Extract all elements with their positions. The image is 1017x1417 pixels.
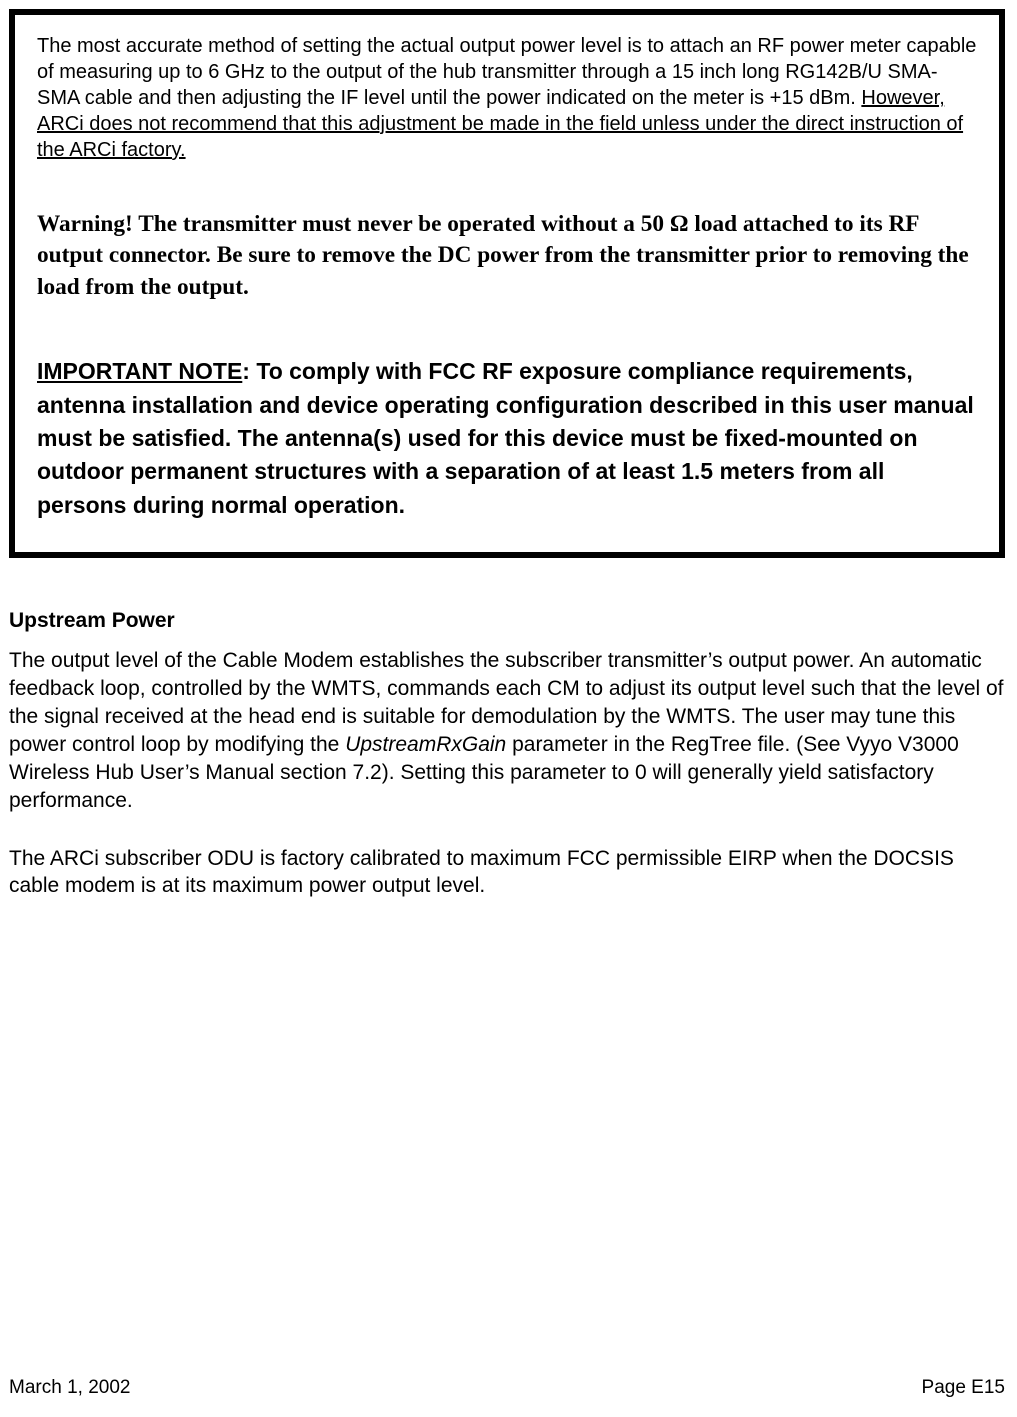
warning-box: The most accurate method of setting the …	[9, 9, 1005, 558]
box-p1-text: The most accurate method of setting the …	[37, 35, 976, 109]
footer-date: March 1, 2002	[9, 1377, 130, 1399]
box-warning-paragraph: Warning! The transmitter must never be o…	[37, 209, 977, 303]
body-paragraph-1: The output level of the Cable Modem esta…	[9, 647, 1005, 815]
page-footer: March 1, 2002 Page E15	[9, 1377, 1005, 1399]
box-important-note: IMPORTANT NOTE: To comply with FCC RF ex…	[37, 355, 977, 522]
body-paragraph-2: The ARCi subscriber ODU is factory calib…	[9, 845, 1005, 901]
page: The most accurate method of setting the …	[0, 0, 1017, 1417]
section-heading-upstream-power: Upstream Power	[9, 609, 1005, 633]
body-column: Upstream Power The output level of the C…	[9, 609, 1005, 900]
box-paragraph-1: The most accurate method of setting the …	[37, 33, 977, 163]
footer-page-number: Page E15	[922, 1377, 1005, 1399]
important-note-lead: IMPORTANT NOTE	[37, 358, 242, 384]
upstreamrxgain-param: UpstreamRxGain	[345, 733, 506, 756]
